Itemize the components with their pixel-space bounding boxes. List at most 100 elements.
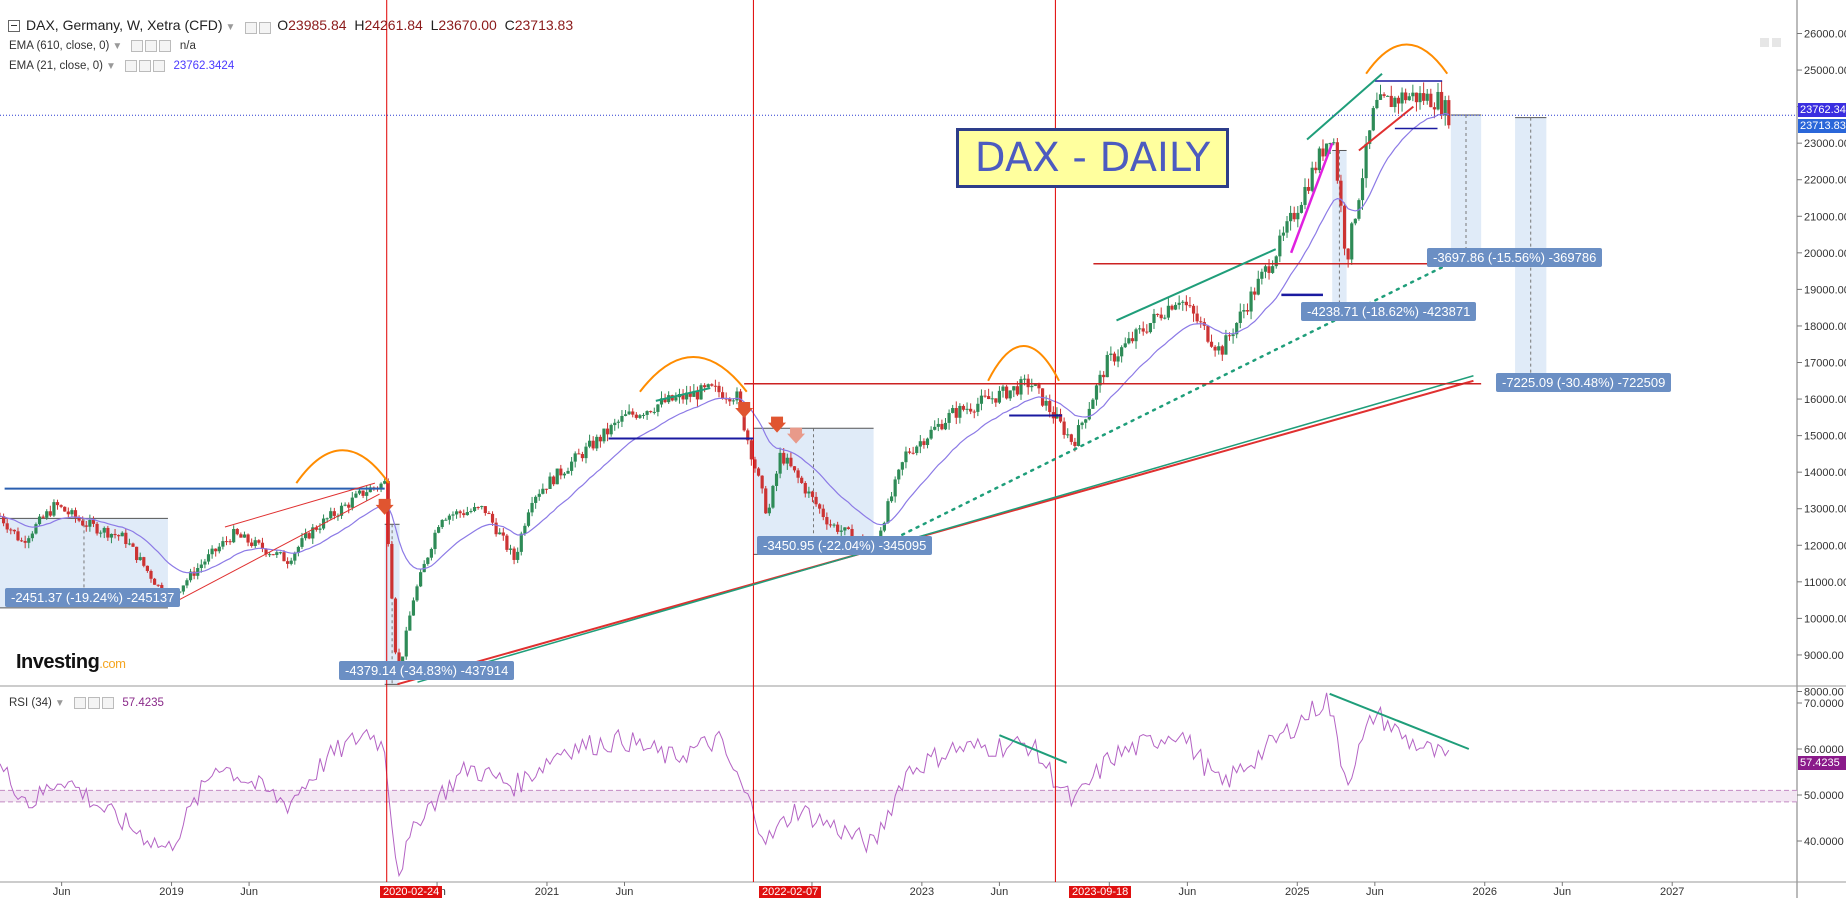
candle: [131, 543, 135, 547]
candle: [990, 398, 994, 400]
candle: [728, 398, 732, 402]
ema21-icons[interactable]: [125, 60, 167, 72]
candle: [490, 513, 495, 523]
minimize-icon[interactable]: [1760, 38, 1769, 47]
candle: [347, 504, 351, 508]
candle: [1138, 328, 1142, 330]
date-marker-tag: 2020-02-24: [380, 886, 443, 898]
candle: [451, 514, 455, 516]
close-icon[interactable]: [153, 60, 166, 72]
chevron-down-icon[interactable]: ▼: [225, 22, 236, 33]
rsi-axis-tick-label: 60.0000: [1804, 744, 1844, 756]
header-settings-icons[interactable]: [245, 18, 273, 34]
candle: [1195, 313, 1199, 322]
top-arc: [295, 449, 390, 484]
candle: [138, 557, 142, 561]
candle: [390, 544, 394, 599]
rsi-value: 57.4235: [122, 697, 164, 710]
close-icon[interactable]: [101, 697, 114, 709]
ema610-icons[interactable]: [131, 40, 173, 52]
candle: [23, 540, 27, 543]
close-icon[interactable]: [159, 40, 172, 52]
candle: [386, 481, 390, 545]
candle: [519, 533, 523, 552]
eye-icon[interactable]: [73, 697, 86, 709]
candle: [994, 398, 998, 403]
candle: [120, 532, 124, 537]
rsi-icons[interactable]: [73, 697, 116, 709]
gear-icon[interactable]: [259, 21, 272, 34]
candle: [271, 554, 275, 556]
candle: [645, 411, 649, 415]
chevron-down-icon[interactable]: ▼: [54, 698, 65, 710]
candle: [843, 527, 847, 531]
candle: [1015, 386, 1019, 395]
candle: [699, 385, 703, 400]
gear-icon[interactable]: [87, 697, 100, 709]
rsi-line: [0, 692, 1450, 878]
candle: [814, 496, 818, 505]
candle: [454, 511, 459, 515]
close-value: 23713.83: [514, 17, 574, 33]
candle: [688, 392, 692, 397]
candle: [886, 501, 890, 523]
candle: [34, 524, 38, 534]
candle: [325, 518, 329, 520]
candle: [113, 533, 117, 536]
candle: [915, 446, 919, 454]
eye-icon[interactable]: [125, 60, 138, 72]
candle: [465, 512, 469, 516]
candle: [1166, 305, 1170, 318]
candle: [1360, 178, 1365, 201]
y-axis-tick-label: 17000.00: [1804, 358, 1846, 370]
ema610-value: n/a: [179, 40, 196, 53]
candle: [681, 394, 685, 400]
candle: [1037, 384, 1041, 389]
eye-icon[interactable]: [131, 40, 144, 52]
candle: [1249, 291, 1253, 312]
candle: [1170, 305, 1174, 310]
y-axis-tick-label: 9000.00: [1804, 650, 1844, 662]
candle: [1396, 97, 1401, 104]
rsi-axis-tick-label: 70.0000: [1804, 698, 1844, 710]
y-axis-tick-label: 16000.00: [1804, 394, 1846, 406]
chevron-down-icon[interactable]: ▼: [112, 41, 123, 53]
candle: [41, 516, 45, 518]
measurement-label: -2451.37 (-19.24%) -245137: [5, 588, 181, 607]
candle: [286, 561, 290, 564]
x-axis-tick-label: Jun: [53, 886, 71, 898]
candle: [1314, 167, 1318, 171]
candle: [929, 429, 933, 439]
candle: [1443, 100, 1447, 116]
candle: [570, 461, 574, 471]
eye-icon[interactable]: [245, 21, 258, 34]
candle: [365, 492, 369, 496]
chevron-down-icon[interactable]: ▼: [105, 61, 116, 73]
candle: [1209, 341, 1214, 347]
gear-icon[interactable]: [145, 40, 158, 52]
candle: [1220, 346, 1224, 355]
candle: [419, 572, 423, 587]
candle: [303, 533, 308, 539]
collapse-icon[interactable]: [8, 20, 20, 33]
channel-line-green: [1306, 72, 1383, 141]
x-axis-tick-label: Jun: [616, 886, 634, 898]
candle: [253, 540, 257, 546]
candle: [767, 507, 771, 514]
maximize-icon[interactable]: [1772, 38, 1781, 47]
gear-icon[interactable]: [139, 60, 152, 72]
candle: [379, 483, 383, 489]
candle: [332, 511, 336, 516]
window-controls[interactable]: [1760, 34, 1784, 52]
candle: [289, 560, 293, 564]
candle: [393, 598, 398, 653]
x-axis-tick-label: Jun: [1366, 886, 1384, 898]
candle: [641, 414, 646, 416]
candle: [753, 459, 757, 469]
candle: [566, 470, 570, 474]
candle: [537, 493, 541, 497]
candle: [623, 414, 628, 416]
candle: [444, 519, 448, 521]
candle: [735, 391, 739, 401]
